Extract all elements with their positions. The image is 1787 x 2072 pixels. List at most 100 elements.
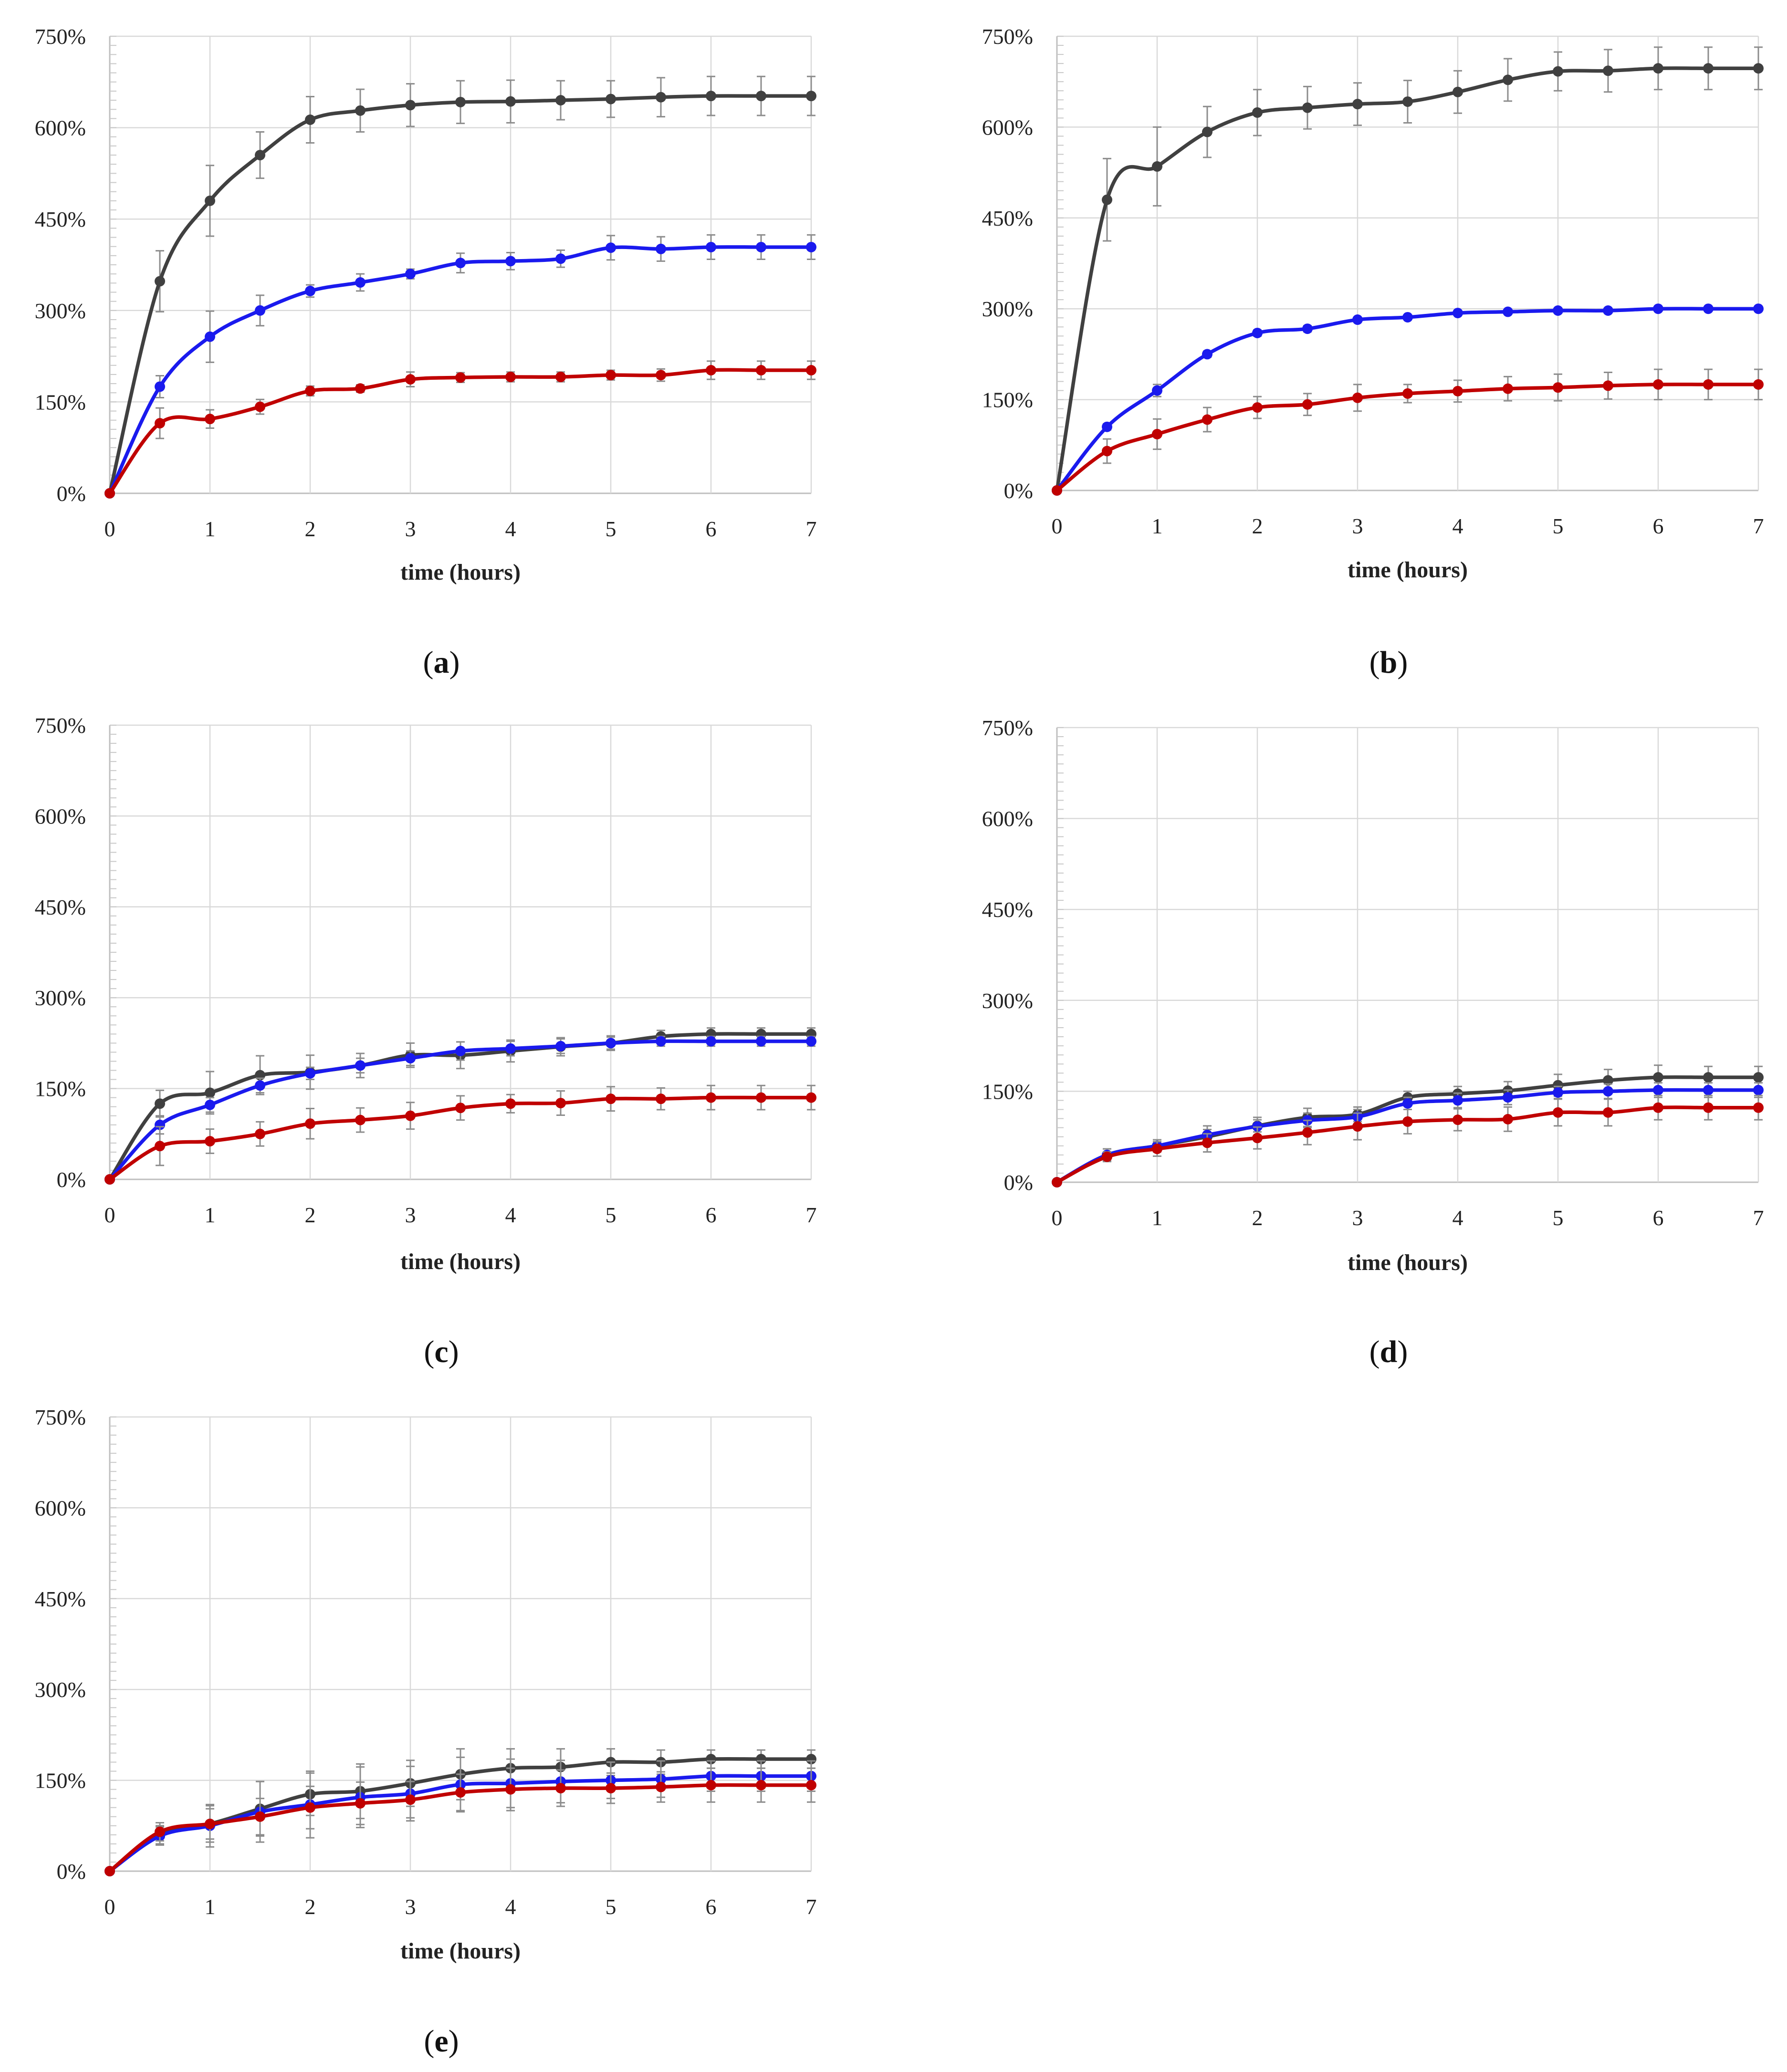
data-point [505, 372, 516, 383]
data-point [706, 1036, 716, 1047]
data-point [1052, 485, 1062, 496]
data-point [656, 1036, 666, 1047]
data-point [706, 1780, 716, 1791]
data-point [405, 100, 416, 111]
x-tick-label: 4 [505, 1203, 516, 1227]
data-point [1603, 1107, 1613, 1118]
caption-close-paren: ) [1397, 645, 1408, 680]
x-tick-label: 6 [706, 1895, 717, 1919]
data-point [305, 385, 315, 396]
x-tick-label: 2 [1252, 514, 1263, 538]
y-tick-label: 300% [35, 1677, 86, 1702]
data-point [1052, 1177, 1062, 1187]
data-point [1302, 1127, 1313, 1138]
data-point [1753, 63, 1764, 74]
data-point [205, 195, 215, 206]
x-tick-label: 5 [606, 1895, 617, 1919]
y-tick-label: 450% [35, 895, 86, 919]
series-red [1052, 368, 1764, 496]
caption-letter: b [1380, 645, 1398, 680]
data-point [255, 401, 265, 412]
data-point [1753, 303, 1764, 314]
data-point [1603, 305, 1613, 316]
data-point [505, 1043, 516, 1054]
data-point [155, 1826, 165, 1837]
data-point [1653, 1102, 1663, 1113]
data-point [505, 1784, 516, 1795]
data-point [1402, 1116, 1413, 1127]
y-tick-label: 600% [982, 115, 1033, 139]
x-tick-label: 5 [1553, 514, 1564, 538]
x-tick-label: 7 [806, 517, 817, 541]
data-point [756, 364, 766, 375]
x-tick-label: 2 [305, 517, 316, 541]
data-point [1703, 63, 1714, 74]
x-tick-label: 6 [1653, 514, 1664, 538]
data-point [555, 1783, 566, 1794]
data-point [1453, 1114, 1463, 1125]
data-point [606, 370, 616, 381]
data-point [756, 1780, 766, 1791]
data-point [555, 1041, 566, 1052]
series-blue [1052, 1082, 1764, 1187]
y-tick-label: 0% [1004, 1170, 1033, 1195]
data-point [1703, 1102, 1714, 1113]
data-point [1603, 380, 1613, 391]
data-point [656, 243, 666, 254]
series-red [1052, 1094, 1764, 1187]
y-tick-label: 450% [35, 207, 86, 231]
data-point [1653, 63, 1663, 74]
data-point [756, 1036, 766, 1047]
x-tick-label: 4 [1453, 514, 1463, 538]
data-point [1703, 379, 1714, 390]
data-point [405, 374, 416, 385]
x-tick-label: 2 [305, 1895, 316, 1919]
data-point [1553, 1087, 1563, 1098]
x-tick-label: 3 [405, 1203, 416, 1227]
data-point [205, 331, 215, 342]
x-tick-label: 1 [205, 1895, 216, 1919]
data-point [555, 1098, 566, 1109]
data-point [656, 92, 666, 103]
data-point [1503, 383, 1513, 394]
caption-close-paren: ) [449, 645, 460, 680]
caption-letter: d [1380, 1334, 1398, 1369]
x-axis-label: time (hours) [400, 1938, 521, 1964]
data-point [105, 1866, 115, 1876]
data-point [155, 1098, 165, 1109]
x-tick-label: 0 [105, 1203, 115, 1227]
x-tick-label: 0 [1052, 514, 1063, 538]
data-point [1503, 74, 1513, 85]
data-point [1753, 1072, 1764, 1083]
data-point [1202, 349, 1212, 360]
data-point [806, 1754, 816, 1765]
data-point [555, 95, 566, 106]
x-tick-label: 3 [405, 1895, 416, 1919]
y-tick-label: 450% [982, 897, 1033, 922]
data-point [155, 1119, 165, 1130]
data-point [155, 418, 165, 429]
data-point [1102, 421, 1112, 432]
data-point [455, 372, 466, 383]
panel-caption: (d) [1369, 1334, 1408, 1369]
caption-letter: a [434, 645, 449, 680]
y-tick-label: 750% [35, 1405, 86, 1429]
data-point [1152, 385, 1162, 396]
y-tick-label: 0% [57, 481, 86, 506]
data-point [706, 1754, 716, 1765]
data-point [806, 1780, 816, 1791]
data-point [1102, 446, 1112, 457]
chart-panel-e: 0% 150% 300% 450% 600% 750% 0 1 2 3 4 5 6 7 time (hour… [35, 1405, 817, 2059]
data-point [1453, 385, 1463, 396]
data-point [806, 91, 816, 102]
panel-caption: (c) [424, 1334, 459, 1369]
data-point [606, 1783, 616, 1794]
data-point [255, 305, 265, 316]
data-point [756, 241, 766, 252]
data-point [305, 1802, 315, 1813]
data-point [105, 488, 115, 499]
x-tick-label: 6 [706, 517, 717, 541]
data-point [205, 1818, 215, 1829]
panel-caption: (b) [1369, 645, 1408, 680]
y-tick-label: 750% [982, 24, 1033, 49]
